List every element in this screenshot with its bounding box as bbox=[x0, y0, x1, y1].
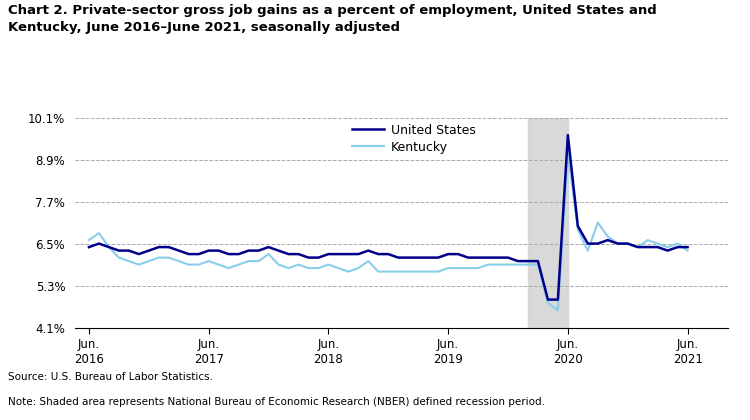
Kentucky bbox=[683, 248, 692, 253]
United States bbox=[85, 244, 94, 249]
United States bbox=[404, 255, 412, 260]
United States bbox=[563, 133, 572, 138]
United States bbox=[544, 297, 553, 302]
Kentucky bbox=[444, 265, 453, 270]
Line: United States: United States bbox=[89, 135, 688, 299]
United States bbox=[623, 241, 632, 246]
Text: Note: Shaded area represents National Bureau of Economic Research (NBER) defined: Note: Shaded area represents National Bu… bbox=[8, 397, 544, 407]
United States bbox=[204, 248, 213, 253]
United States bbox=[294, 252, 303, 257]
Kentucky bbox=[85, 238, 94, 243]
Line: Kentucky: Kentucky bbox=[89, 152, 688, 310]
Text: Source: U.S. Bureau of Labor Statistics.: Source: U.S. Bureau of Labor Statistics. bbox=[8, 372, 212, 382]
Text: Chart 2. Private-sector gross job gains as a percent of employment, United State: Chart 2. Private-sector gross job gains … bbox=[8, 4, 656, 34]
Kentucky bbox=[404, 269, 412, 274]
Kentucky bbox=[563, 150, 572, 155]
Kentucky bbox=[204, 259, 213, 264]
Kentucky bbox=[554, 307, 562, 312]
United States bbox=[224, 252, 233, 257]
United States bbox=[444, 252, 453, 257]
Legend: United States, Kentucky: United States, Kentucky bbox=[352, 124, 476, 154]
Kentucky bbox=[294, 262, 303, 267]
Kentucky bbox=[224, 265, 233, 270]
Kentucky bbox=[623, 241, 632, 246]
United States bbox=[683, 244, 692, 249]
Bar bbox=[528, 118, 568, 328]
